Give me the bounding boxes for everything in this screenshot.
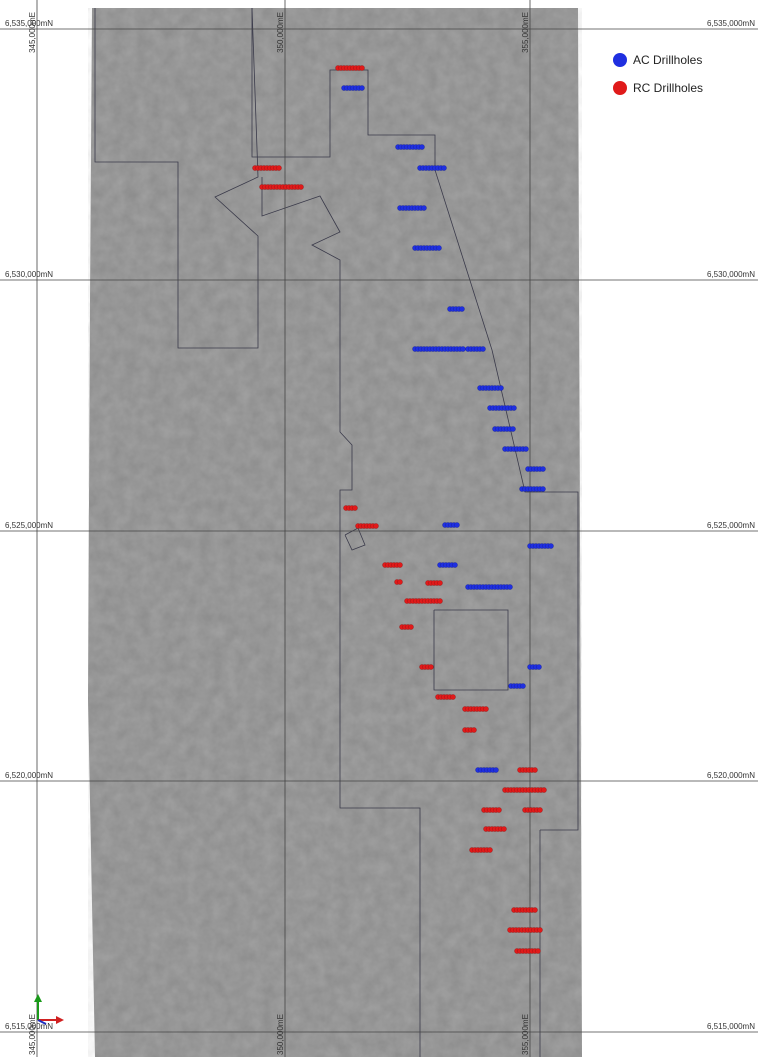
- drillhole: [532, 907, 537, 912]
- legend-label: RC Drillholes: [633, 81, 703, 95]
- drillhole: [460, 346, 465, 351]
- drillhole: [511, 405, 516, 410]
- drillhole: [483, 706, 488, 711]
- easting-label: 355,000mE: [521, 12, 530, 53]
- easting-label: 350,000mE: [276, 12, 285, 53]
- drillhole: [450, 694, 455, 699]
- drillhole: [441, 165, 446, 170]
- drillhole: [419, 144, 424, 149]
- drillhole: [532, 767, 537, 772]
- easting-label: 350,000mE: [276, 1014, 285, 1055]
- easting-label: 355,000mE: [521, 1014, 530, 1055]
- drillhole: [276, 165, 281, 170]
- easting-label: 345,000mE: [28, 1014, 37, 1055]
- drillhole: [496, 807, 501, 812]
- drillhole: [541, 787, 546, 792]
- drillhole: [428, 664, 433, 669]
- northing-label: 6,525,000mN: [5, 521, 53, 530]
- drillhole: [540, 486, 545, 491]
- drillhole: [471, 727, 476, 732]
- drillhole: [537, 807, 542, 812]
- drillhole: [373, 523, 378, 528]
- northing-label: 6,520,000mN: [707, 771, 755, 780]
- drillhole: [437, 580, 442, 585]
- drillhole: [452, 562, 457, 567]
- drillhole: [520, 683, 525, 688]
- drillhole: [535, 948, 540, 953]
- drillhole: [437, 598, 442, 603]
- drillhole: [359, 65, 364, 70]
- northing-label: 6,530,000mN: [707, 270, 755, 279]
- northing-label: 6,530,000mN: [5, 270, 53, 279]
- northing-label: 6,520,000mN: [5, 771, 53, 780]
- imagery-texture: [88, 8, 582, 1057]
- northing-label: 6,525,000mN: [707, 521, 755, 530]
- drillhole: [507, 584, 512, 589]
- drillhole: [493, 767, 498, 772]
- drillhole: [548, 543, 553, 548]
- drillhole: [298, 184, 303, 189]
- drillhole: [397, 562, 402, 567]
- easting-label: 345,000mE: [28, 12, 37, 53]
- drillhole: [436, 245, 441, 250]
- northing-label: 6,515,000mN: [707, 1022, 755, 1031]
- drillhole: [408, 624, 413, 629]
- drillhole: [359, 85, 364, 90]
- drillhole: [459, 306, 464, 311]
- legend-swatch: [613, 81, 627, 95]
- drillhole: [523, 446, 528, 451]
- legend-label: AC Drillholes: [633, 53, 702, 67]
- drillhole: [454, 522, 459, 527]
- drillhole: [421, 205, 426, 210]
- drillhole: [536, 664, 541, 669]
- imagery: [88, 8, 582, 1057]
- drillhole: [352, 505, 357, 510]
- drillhole: [480, 346, 485, 351]
- drillhole: [487, 847, 492, 852]
- drillhole: [397, 579, 402, 584]
- map: 6,535,000mN6,535,000mN6,530,000mN6,530,0…: [0, 0, 758, 1057]
- legend-swatch: [613, 53, 627, 67]
- drillhole: [510, 426, 515, 431]
- northing-label: 6,535,000mN: [707, 19, 755, 28]
- drillhole: [540, 466, 545, 471]
- drillhole: [498, 385, 503, 390]
- drillhole: [537, 927, 542, 932]
- drillhole: [501, 826, 506, 831]
